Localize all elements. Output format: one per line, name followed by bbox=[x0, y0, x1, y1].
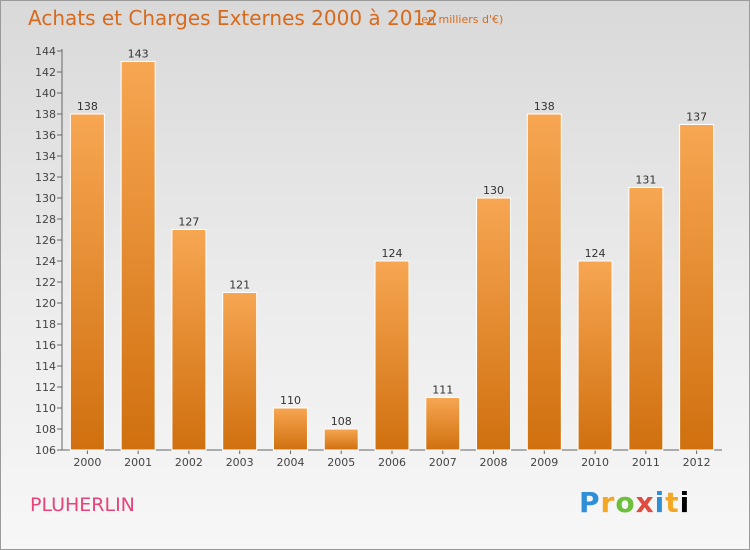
data-label-2007: 111 bbox=[432, 384, 453, 397]
bar-2011 bbox=[628, 187, 664, 451]
bar-2001 bbox=[120, 61, 156, 451]
y-tick-label: 142 bbox=[35, 66, 56, 79]
data-label-2000: 138 bbox=[77, 100, 98, 113]
y-tick-label: 140 bbox=[35, 87, 56, 100]
logo-letter: r bbox=[600, 486, 616, 519]
y-tick-label: 130 bbox=[35, 192, 56, 205]
bar-2008 bbox=[476, 197, 512, 451]
y-tick-label: 128 bbox=[35, 213, 56, 226]
bar-2010 bbox=[577, 260, 613, 451]
y-tick-label: 122 bbox=[35, 276, 56, 289]
y-tick-label: 112 bbox=[35, 381, 56, 394]
y-tick-label: 118 bbox=[35, 318, 56, 331]
logo-letter: o bbox=[615, 486, 636, 519]
y-tick-label: 136 bbox=[35, 129, 56, 142]
logo-letter: t bbox=[665, 486, 680, 519]
x-tick-label-2012: 2012 bbox=[683, 456, 711, 469]
x-tick-label-2006: 2006 bbox=[378, 456, 406, 469]
y-tick-label: 138 bbox=[35, 108, 56, 121]
data-label-2001: 143 bbox=[128, 48, 149, 61]
logo-letter: x bbox=[635, 486, 655, 519]
y-tick-label: 132 bbox=[35, 171, 56, 184]
x-tick-label-2009: 2009 bbox=[530, 456, 558, 469]
bar-2002 bbox=[171, 229, 207, 451]
x-tick-label-2000: 2000 bbox=[73, 456, 101, 469]
x-tick-label-2007: 2007 bbox=[429, 456, 457, 469]
y-tick-label: 144 bbox=[35, 45, 56, 58]
data-label-2009: 138 bbox=[534, 100, 555, 113]
bar-2007 bbox=[425, 397, 461, 451]
bar-2000 bbox=[69, 113, 105, 451]
data-label-2004: 110 bbox=[280, 394, 301, 407]
bar-2012 bbox=[679, 124, 715, 451]
x-tick-label-2001: 2001 bbox=[124, 456, 152, 469]
y-tick-label: 120 bbox=[35, 297, 56, 310]
chart-title: Achats et Charges Externes 2000 à 2012 bbox=[28, 6, 438, 30]
commune-name: PLUHERLIN bbox=[30, 494, 135, 516]
y-tick-label: 126 bbox=[35, 234, 56, 247]
data-label-2003: 121 bbox=[229, 279, 250, 292]
data-label-2002: 127 bbox=[178, 216, 199, 229]
bar-2009 bbox=[526, 113, 562, 451]
x-tick-label-2008: 2008 bbox=[480, 456, 508, 469]
y-tick-label: 116 bbox=[35, 339, 56, 352]
x-tick-label-2002: 2002 bbox=[175, 456, 203, 469]
bar-2003 bbox=[222, 292, 258, 451]
y-tick-label: 106 bbox=[35, 444, 56, 457]
logo-letter: P bbox=[579, 486, 601, 519]
data-label-2010: 124 bbox=[585, 247, 606, 260]
data-label-2006: 124 bbox=[382, 247, 403, 260]
logo-letter: i bbox=[679, 486, 691, 519]
y-tick-label: 108 bbox=[35, 423, 56, 436]
x-tick-label-2005: 2005 bbox=[327, 456, 355, 469]
bar-2006 bbox=[374, 260, 410, 451]
logo-letter: i bbox=[654, 486, 666, 519]
data-label-2011: 131 bbox=[635, 174, 656, 187]
chart-subtitle: (en milliers d'€) bbox=[417, 13, 504, 26]
y-tick-label: 124 bbox=[35, 255, 56, 268]
x-tick-label-2010: 2010 bbox=[581, 456, 609, 469]
x-tick-label-2011: 2011 bbox=[632, 456, 660, 469]
y-tick-label: 114 bbox=[35, 360, 56, 373]
bar-2004 bbox=[272, 407, 308, 451]
x-tick-label-2003: 2003 bbox=[226, 456, 254, 469]
data-label-2008: 130 bbox=[483, 184, 504, 197]
data-label-2012: 137 bbox=[686, 111, 707, 124]
x-tick-label-2004: 2004 bbox=[276, 456, 304, 469]
data-label-2005: 108 bbox=[331, 415, 352, 428]
bar-2005 bbox=[323, 428, 359, 451]
y-tick-label: 110 bbox=[35, 402, 56, 415]
y-tick-label: 134 bbox=[35, 150, 56, 163]
proxiti-logo: Proxiti bbox=[579, 486, 690, 519]
